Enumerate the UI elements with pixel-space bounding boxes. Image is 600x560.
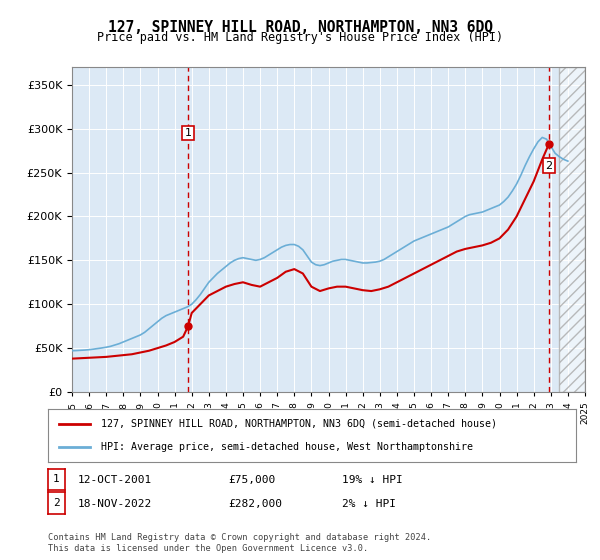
Text: 12-OCT-2001: 12-OCT-2001 — [78, 475, 152, 485]
Text: Price paid vs. HM Land Registry's House Price Index (HPI): Price paid vs. HM Land Registry's House … — [97, 31, 503, 44]
Text: £75,000: £75,000 — [228, 475, 275, 485]
Text: 2: 2 — [53, 498, 60, 508]
Text: 2: 2 — [545, 161, 553, 170]
Text: Contains HM Land Registry data © Crown copyright and database right 2024.
This d: Contains HM Land Registry data © Crown c… — [48, 533, 431, 553]
Text: 18-NOV-2022: 18-NOV-2022 — [78, 499, 152, 509]
Text: £282,000: £282,000 — [228, 499, 282, 509]
Text: 19% ↓ HPI: 19% ↓ HPI — [342, 475, 403, 485]
Text: 1: 1 — [185, 128, 191, 138]
Text: 1: 1 — [53, 474, 60, 484]
Text: 127, SPINNEY HILL ROAD, NORTHAMPTON, NN3 6DQ (semi-detached house): 127, SPINNEY HILL ROAD, NORTHAMPTON, NN3… — [101, 419, 497, 429]
Text: 127, SPINNEY HILL ROAD, NORTHAMPTON, NN3 6DQ: 127, SPINNEY HILL ROAD, NORTHAMPTON, NN3… — [107, 20, 493, 35]
Text: 2% ↓ HPI: 2% ↓ HPI — [342, 499, 396, 509]
Text: HPI: Average price, semi-detached house, West Northamptonshire: HPI: Average price, semi-detached house,… — [101, 442, 473, 452]
